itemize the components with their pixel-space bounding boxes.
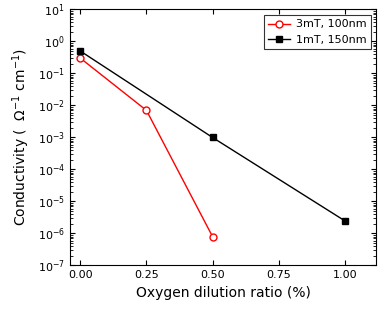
Line: 3mT, 100nm: 3mT, 100nm bbox=[77, 55, 216, 240]
Y-axis label: Conductivity (  $\Omega^{-1}$ cm$^{-1}$): Conductivity ( $\Omega^{-1}$ cm$^{-1}$) bbox=[10, 48, 32, 227]
Legend: 3mT, 100nm, 1mT, 150nm: 3mT, 100nm, 1mT, 150nm bbox=[263, 15, 371, 50]
1mT, 150nm bbox=[210, 136, 215, 139]
3mT, 100nm bbox=[78, 56, 83, 60]
X-axis label: Oxygen dilution ratio (%): Oxygen dilution ratio (%) bbox=[136, 286, 310, 300]
1mT, 150nm bbox=[342, 219, 347, 222]
3mT, 100nm bbox=[144, 108, 149, 112]
3mT, 100nm bbox=[210, 235, 215, 239]
1mT, 150nm bbox=[78, 49, 83, 53]
Line: 1mT, 150nm: 1mT, 150nm bbox=[77, 48, 348, 224]
